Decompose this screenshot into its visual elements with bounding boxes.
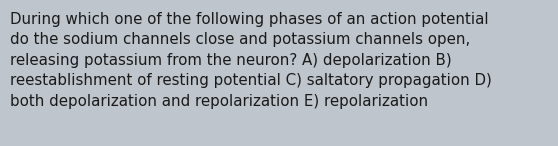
Text: During which one of the following phases of an action potential
do the sodium ch: During which one of the following phases… — [10, 12, 492, 109]
